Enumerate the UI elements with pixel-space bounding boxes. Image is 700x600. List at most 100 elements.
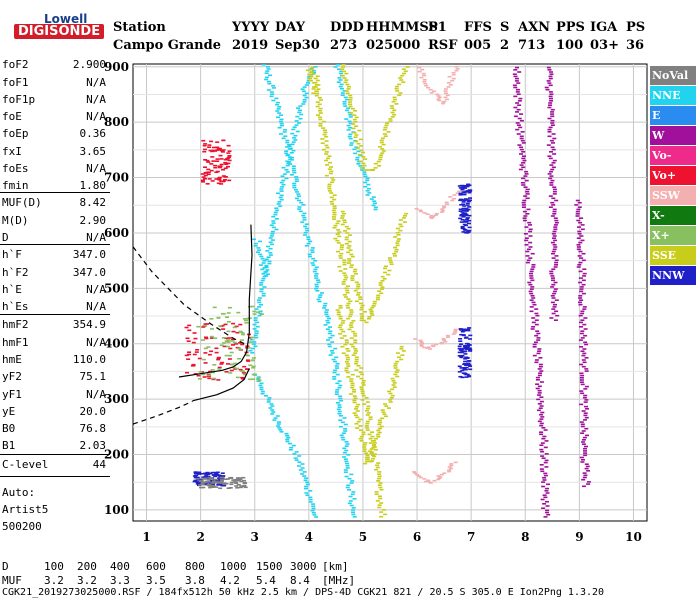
trace-mark: [536, 352, 541, 355]
trace-mark: [341, 66, 346, 68]
trace-mark: [343, 296, 348, 298]
trace-mark: [268, 252, 273, 254]
trace-mark: [521, 206, 526, 208]
cluster-mark: [223, 478, 228, 480]
param-row: foEs N/A: [2, 162, 108, 179]
trace-mark: [581, 283, 586, 286]
legend-x-minus: X-: [650, 206, 696, 225]
trace-mark: [576, 208, 581, 211]
cluster-mark: [221, 180, 226, 183]
trace-mark: [358, 302, 363, 305]
trace-mark: [442, 205, 447, 207]
trace-mark: [444, 201, 449, 204]
trace-mark: [349, 311, 354, 313]
param-key: B1: [2, 439, 16, 452]
trace-mark: [336, 311, 341, 313]
trace-mark: [261, 292, 266, 295]
trace-mark: [553, 228, 558, 231]
trace-mark: [438, 476, 443, 478]
trace-mark: [324, 311, 329, 313]
trace-mark: [365, 414, 370, 416]
trace-mark: [318, 110, 323, 112]
trace-mark: [392, 253, 397, 255]
trace-mark: [513, 115, 518, 118]
trace-mark: [258, 310, 263, 313]
trace-mark: [342, 259, 347, 261]
cluster-mark: [207, 377, 212, 380]
trace-mark: [368, 437, 373, 440]
trace-mark: [345, 291, 350, 294]
cluster-mark: [462, 363, 467, 366]
trace-mark: [423, 480, 428, 483]
trace-mark: [266, 245, 270, 248]
cluster-mark: [460, 188, 465, 191]
trace-mark: [529, 299, 534, 301]
trace-mark: [300, 473, 305, 475]
trace-mark: [264, 264, 269, 267]
trace-mark: [351, 123, 356, 125]
trace-mark: [521, 184, 526, 186]
trace-mark: [365, 420, 370, 423]
trace-mark: [372, 200, 377, 202]
trace-mark: [340, 75, 345, 77]
trace-mark: [531, 321, 536, 324]
trace-mark: [391, 100, 396, 103]
cluster-mark: [461, 201, 466, 203]
trace-mark: [323, 302, 328, 305]
trace-mark: [450, 199, 455, 202]
trace-mark: [368, 442, 373, 444]
trace-mark: [517, 144, 522, 146]
trace-mark: [276, 116, 280, 119]
trace-mark: [279, 118, 284, 121]
trace-mark: [327, 168, 332, 170]
trace-mark: [314, 90, 319, 92]
trace-mark: [348, 133, 353, 136]
trace-mark: [423, 82, 428, 85]
trace-mark: [320, 138, 325, 140]
hdr-value-ddd: 273: [330, 38, 358, 53]
cluster-mark: [465, 185, 470, 188]
cluster-mark: [462, 350, 467, 353]
trace-mark: [275, 209, 280, 212]
trace-mark: [303, 232, 308, 234]
trace-mark: [581, 292, 586, 295]
trace-mark: [321, 127, 326, 129]
trace-mark: [550, 275, 555, 277]
trace-mark: [289, 174, 294, 176]
cluster-mark: [242, 318, 247, 320]
trace-mark: [359, 149, 364, 152]
cluster-mark: [194, 476, 199, 479]
cluster-mark: [251, 365, 256, 368]
trace-mark: [365, 422, 370, 425]
trace-mark: [391, 380, 396, 382]
trace-mark: [309, 71, 314, 74]
cluster-mark: [229, 369, 234, 372]
trace-mark: [530, 328, 535, 330]
trace-mark: [548, 126, 553, 129]
trace-mark: [529, 275, 534, 277]
trace-mark: [581, 359, 586, 361]
param-row: C-level 44: [2, 458, 108, 475]
trace-mark: [346, 251, 351, 254]
cluster-mark: [184, 354, 189, 357]
trace-mark: [310, 509, 315, 512]
trace-mark: [521, 201, 526, 204]
trace-mark: [579, 379, 584, 381]
trace-mark: [291, 165, 296, 167]
trace-mark: [352, 270, 357, 273]
trace-mark: [313, 86, 318, 88]
trace-mark: [317, 300, 322, 303]
trace-mark: [548, 102, 553, 104]
param-key: yF1: [2, 388, 22, 401]
trace-mark: [527, 221, 532, 224]
trace-mark: [549, 182, 554, 184]
trace-mark: [445, 334, 450, 337]
trace-mark: [429, 214, 434, 217]
trace-mark: [581, 459, 585, 461]
cluster-mark: [464, 218, 469, 221]
trace-mark: [580, 310, 585, 313]
trace-mark: [307, 73, 312, 76]
trace-mark: [302, 212, 307, 215]
trace-mark: [276, 203, 281, 205]
trace-mark: [333, 224, 338, 227]
